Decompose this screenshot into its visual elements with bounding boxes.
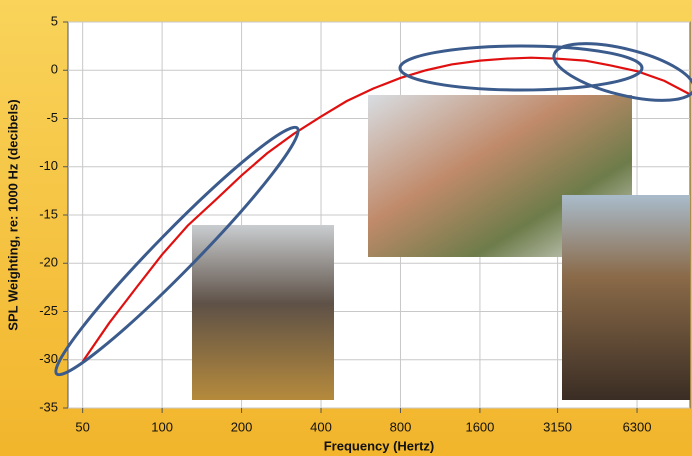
y-tick-label: -25: [39, 303, 58, 318]
x-tick-label: 1600: [465, 419, 494, 434]
y-tick-label: -20: [39, 255, 58, 270]
x-tick-label: 200: [231, 419, 253, 434]
photo-elephant: [192, 225, 334, 400]
y-tick-label: -10: [39, 158, 58, 173]
y-tick-label: -30: [39, 351, 58, 366]
x-tick-label: 800: [390, 419, 412, 434]
chart: Frequency (Hertz) SPL Weighting, re: 100…: [0, 0, 692, 456]
x-tick-label: 400: [310, 419, 332, 434]
y-tick-label: 5: [51, 13, 58, 28]
photo-dog: [562, 195, 690, 400]
y-tick-label: -35: [39, 399, 58, 414]
y-tick-label: -5: [46, 110, 58, 125]
x-tick-label: 100: [151, 419, 173, 434]
x-tick-label: 6300: [623, 419, 652, 434]
x-axis-title: Frequency (Hertz): [324, 438, 435, 453]
y-tick-label: -15: [39, 206, 58, 221]
x-tick-label: 3150: [543, 419, 572, 434]
x-tick-label: 50: [75, 419, 89, 434]
y-tick-label: 0: [51, 62, 58, 77]
y-axis-title: SPL Weighting, re: 1000 Hz (decibels): [5, 99, 20, 330]
